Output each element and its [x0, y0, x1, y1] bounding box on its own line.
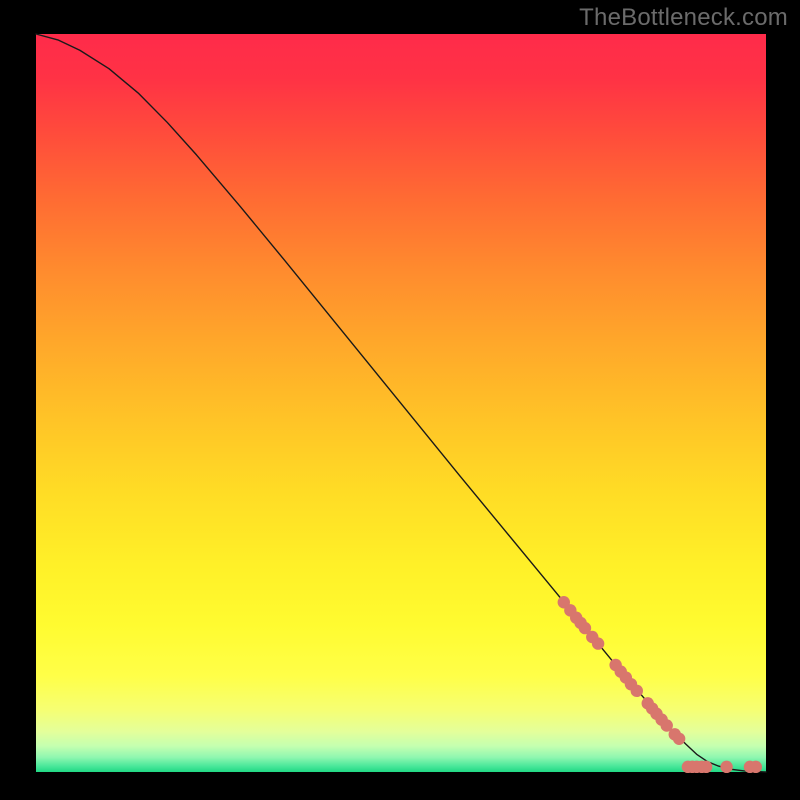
chart-svg — [0, 0, 800, 800]
chart-root: TheBottleneck.com — [0, 0, 800, 800]
data-marker — [700, 761, 712, 773]
data-marker — [592, 637, 604, 649]
watermark-text: TheBottleneck.com — [579, 4, 788, 32]
data-marker — [720, 761, 732, 773]
data-marker — [750, 761, 762, 773]
data-marker — [673, 733, 685, 745]
data-marker — [631, 685, 643, 697]
